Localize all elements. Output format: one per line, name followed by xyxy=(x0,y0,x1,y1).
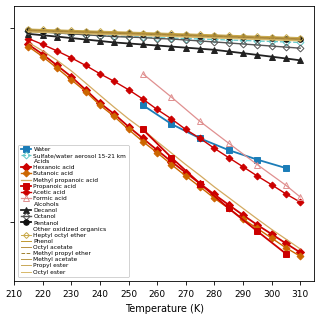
Legend: Water, Sulfate/water aerosol 15-21 km, Acids, Hexanoic acid, Butanoic acid, Meth: Water, Sulfate/water aerosol 15-21 km, A… xyxy=(18,145,129,277)
X-axis label: Temperature (K): Temperature (K) xyxy=(125,304,204,315)
